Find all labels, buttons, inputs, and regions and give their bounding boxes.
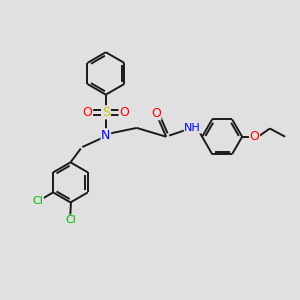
Text: O: O [151,107,161,120]
Text: NH: NH [184,123,201,133]
Text: S: S [102,106,110,119]
Text: O: O [250,130,260,143]
Text: O: O [82,106,92,119]
Text: O: O [119,106,129,119]
Text: Cl: Cl [32,196,43,206]
Text: Cl: Cl [65,215,76,225]
Text: N: N [101,129,110,142]
